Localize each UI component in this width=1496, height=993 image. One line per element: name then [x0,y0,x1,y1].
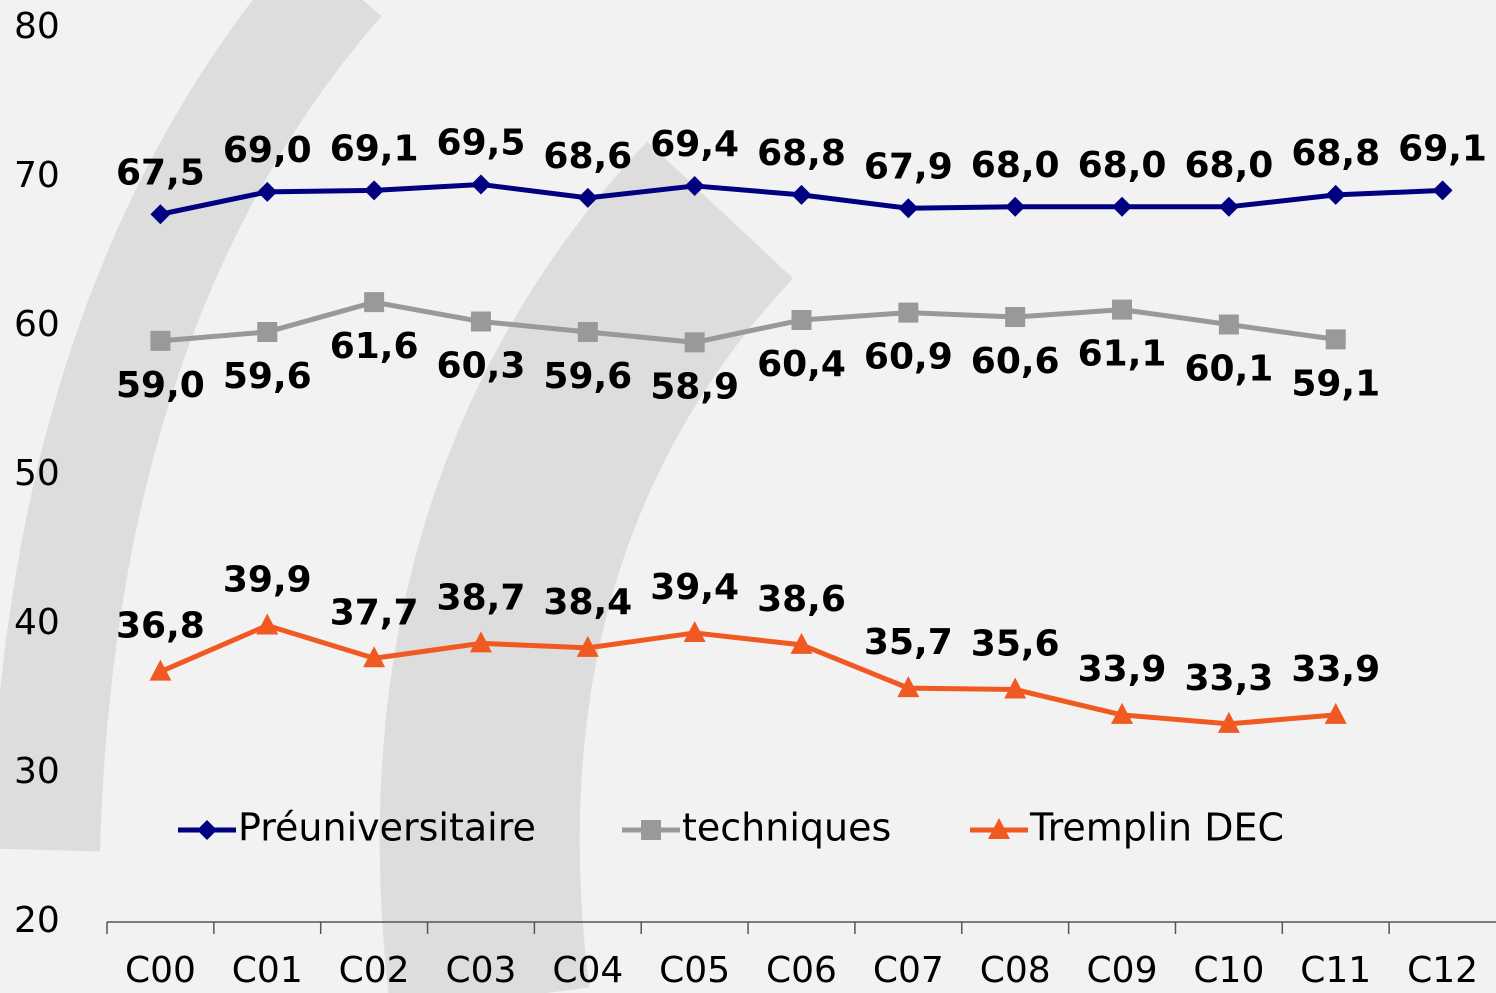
value-label: 69,4 [650,124,739,165]
point [150,331,170,351]
value-label: 68,8 [757,133,846,174]
value-label: 38,7 [437,577,526,618]
legend-label: Tremplin DEC [1029,806,1284,850]
y-tick-label: 40 [14,602,60,643]
value-label: 61,1 [1078,334,1167,375]
value-label: 60,4 [757,344,846,385]
value-label: 67,5 [116,152,205,193]
x-tick-label: C01 [232,950,303,991]
x-tick-label: C03 [445,950,516,991]
value-label: 60,9 [864,337,953,378]
point [471,312,491,332]
x-tick-label: C12 [1407,950,1478,991]
y-tick-label: 80 [14,6,60,47]
point [1219,315,1239,335]
value-label: 60,1 [1184,349,1273,390]
x-tick-label: C09 [1087,950,1158,991]
x-tick-label: C05 [659,950,730,991]
x-tick-label: C07 [873,950,944,991]
value-label: 35,7 [864,622,953,663]
x-tick-label: C11 [1300,950,1371,991]
value-label: 39,9 [223,559,312,600]
value-label: 33,3 [1184,658,1273,699]
y-tick-label: 20 [14,900,60,941]
value-label: 68,0 [971,145,1060,186]
value-label: 38,6 [757,579,846,620]
value-label: 68,6 [543,136,632,177]
point [1112,300,1132,320]
value-label: 59,1 [1291,363,1380,404]
x-tick-label: C00 [125,950,196,991]
legend-marker [641,820,661,840]
value-label: 33,9 [1078,649,1167,690]
value-label: 60,6 [971,341,1060,382]
legend-label: techniques [682,806,891,850]
value-label: 68,0 [1184,145,1273,186]
x-tick-label: C06 [766,950,837,991]
value-label: 59,6 [223,356,312,397]
value-label: 68,0 [1078,145,1167,186]
value-label: 61,6 [330,326,419,367]
y-tick-label: 50 [14,453,60,494]
y-tick-label: 70 [14,155,60,196]
value-label: 36,8 [116,606,205,647]
value-label: 59,0 [116,365,205,406]
value-label: 69,1 [330,128,419,169]
value-label: 59,6 [543,356,632,397]
value-label: 35,6 [971,624,1060,665]
value-label: 60,3 [437,346,526,387]
point [364,292,384,312]
value-label: 69,1 [1398,128,1487,169]
value-label: 39,4 [650,567,739,608]
point [685,332,705,352]
value-label: 69,5 [437,122,526,163]
point [1326,329,1346,349]
y-tick-label: 60 [14,304,60,345]
point [898,303,918,323]
value-label: 37,7 [330,592,419,633]
x-tick-label: C04 [552,950,623,991]
point [1005,307,1025,327]
value-label: 67,9 [864,146,953,187]
point [578,322,598,342]
value-label: 58,9 [650,366,739,407]
value-label: 68,8 [1291,133,1380,174]
x-tick-label: C02 [339,950,410,991]
page: {"chart_data": {"type": "line", "categor… [0,0,1496,993]
x-tick-label: C10 [1193,950,1264,991]
x-tick-label: C08 [980,950,1051,991]
value-label: 69,0 [223,130,312,171]
y-tick-label: 30 [14,751,60,792]
point [257,322,277,342]
chart: 20 30 40 50 60 70 80 C00 C01 C02 C03 C04 C05 C06 C07 C0… [0,0,1496,993]
value-label: 33,9 [1291,649,1380,690]
value-label: 38,4 [543,582,632,623]
point [792,310,812,330]
legend-label: Préuniversitaire [238,806,536,850]
